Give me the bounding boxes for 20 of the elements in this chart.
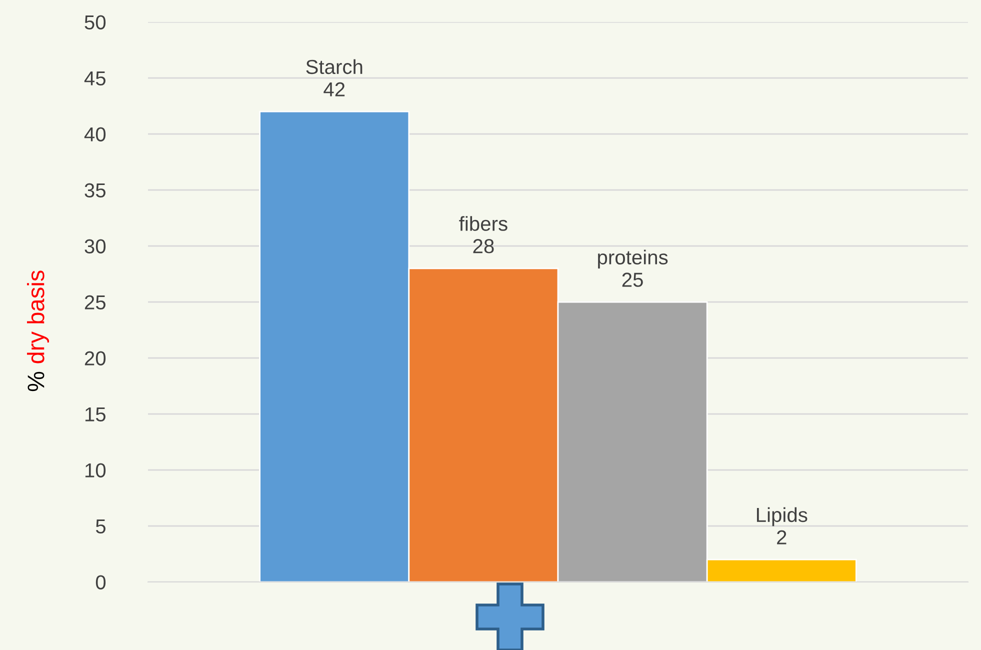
y-tick-label: 45 (84, 71, 106, 86)
y-tick-label: 40 (84, 127, 106, 142)
data-label: 2 (777, 530, 786, 544)
data-label: 25 (622, 272, 643, 287)
series-label: Starch (306, 59, 362, 74)
y-tick-label: 25 (84, 295, 106, 310)
data-label: 28 (473, 239, 494, 254)
y-tick-label: 5 (96, 519, 106, 534)
data-label: 42 (324, 82, 345, 96)
series-label: fibers (459, 216, 508, 231)
y-tick-label: 35 (84, 183, 106, 198)
y-axis-title: % dry basis (26, 270, 50, 392)
y-tick-label: 50 (84, 15, 106, 30)
series-label: proteins (598, 250, 668, 268)
series-label: Lipids (756, 507, 808, 526)
y-tick-label: 30 (84, 239, 106, 254)
y-tick-label: 15 (85, 407, 106, 422)
y-tick-label: 20 (84, 351, 106, 366)
y-tick-label: 0 (96, 575, 106, 590)
y-tick-label: 10 (85, 463, 106, 478)
